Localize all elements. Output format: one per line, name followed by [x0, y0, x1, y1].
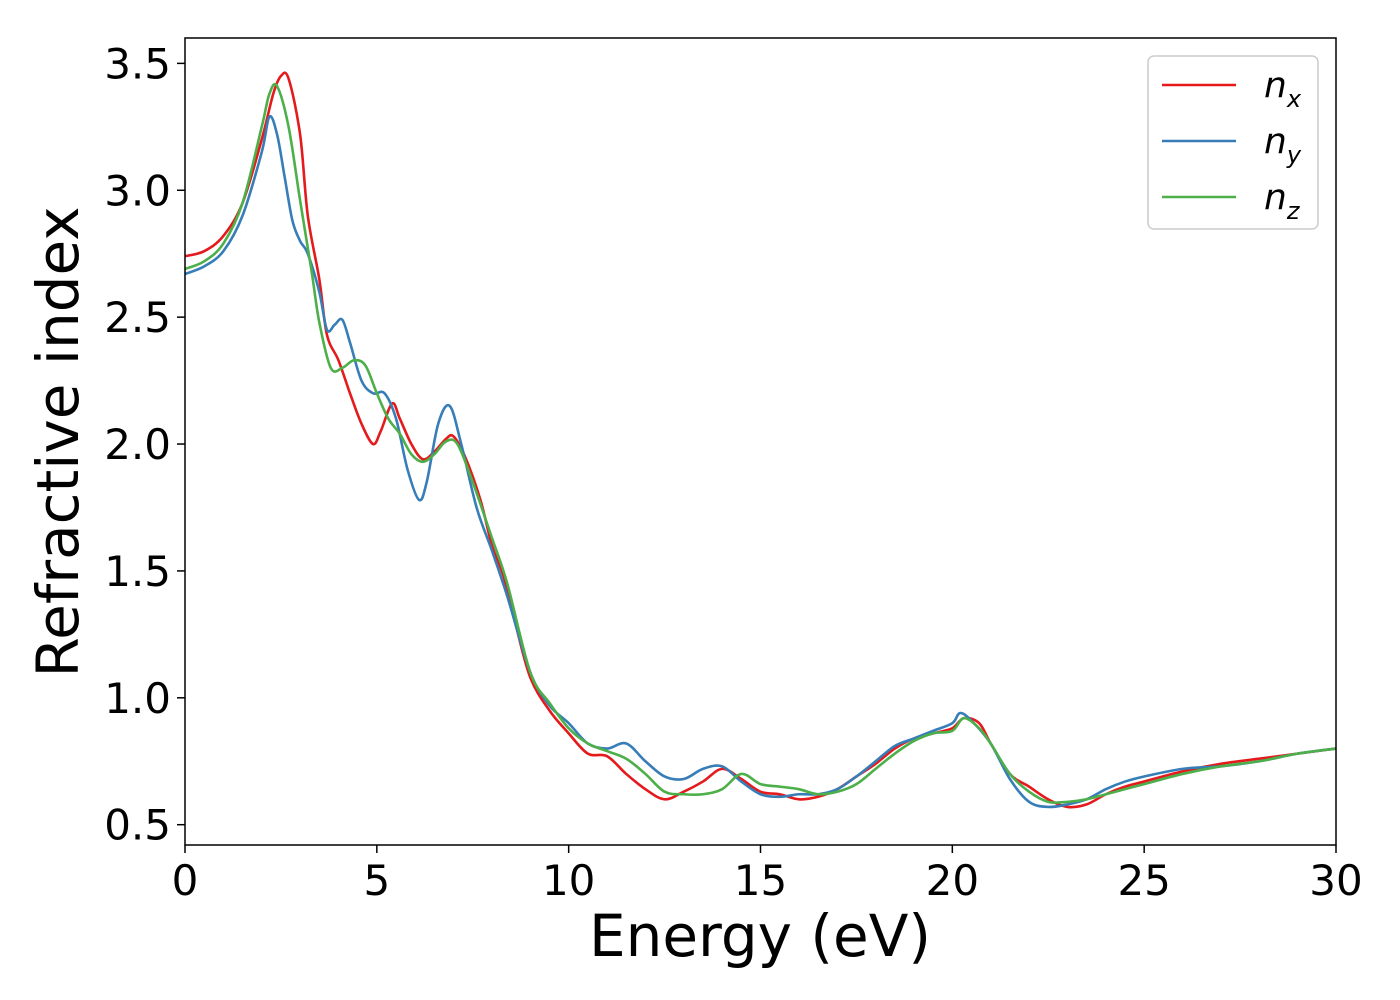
x-axis-label: Energy (eV) [589, 902, 931, 970]
series-layer [185, 71, 1336, 809]
x-tick-label: 25 [1117, 856, 1170, 905]
y-axis-label: Refractive index [24, 206, 92, 677]
legend-label-nx: nx [1264, 65, 1302, 113]
series-line-ny [185, 114, 1336, 809]
x-tick-label: 15 [734, 856, 787, 905]
x-tick-label: 5 [363, 856, 390, 905]
legend-label-ny: ny [1264, 121, 1302, 169]
y-tick-label: 3.0 [104, 166, 171, 215]
series-line-nx [185, 71, 1336, 809]
x-tick-label: 30 [1309, 856, 1362, 905]
y-axis-ticks: 0.5 1.0 1.5 2.0 2.5 3.0 3.5 [104, 39, 185, 850]
y-tick-label: 3.5 [104, 39, 171, 88]
legend-box [1147, 55, 1319, 230]
x-tick-label: 20 [926, 856, 979, 905]
x-tick-label: 0 [172, 856, 199, 905]
y-tick-label: 2.0 [104, 420, 171, 469]
legend: nx ny nz [1147, 55, 1319, 230]
y-tick-label: 1.0 [104, 674, 171, 723]
y-tick-label: 0.5 [104, 801, 171, 850]
y-tick-label: 1.5 [104, 547, 171, 596]
x-tick-label: 10 [542, 856, 595, 905]
legend-label-nz: nz [1264, 177, 1301, 225]
x-axis-ticks: 0 5 10 15 20 25 30 [172, 845, 1363, 905]
series-line-nz [185, 82, 1336, 805]
y-tick-label: 2.5 [104, 293, 171, 342]
